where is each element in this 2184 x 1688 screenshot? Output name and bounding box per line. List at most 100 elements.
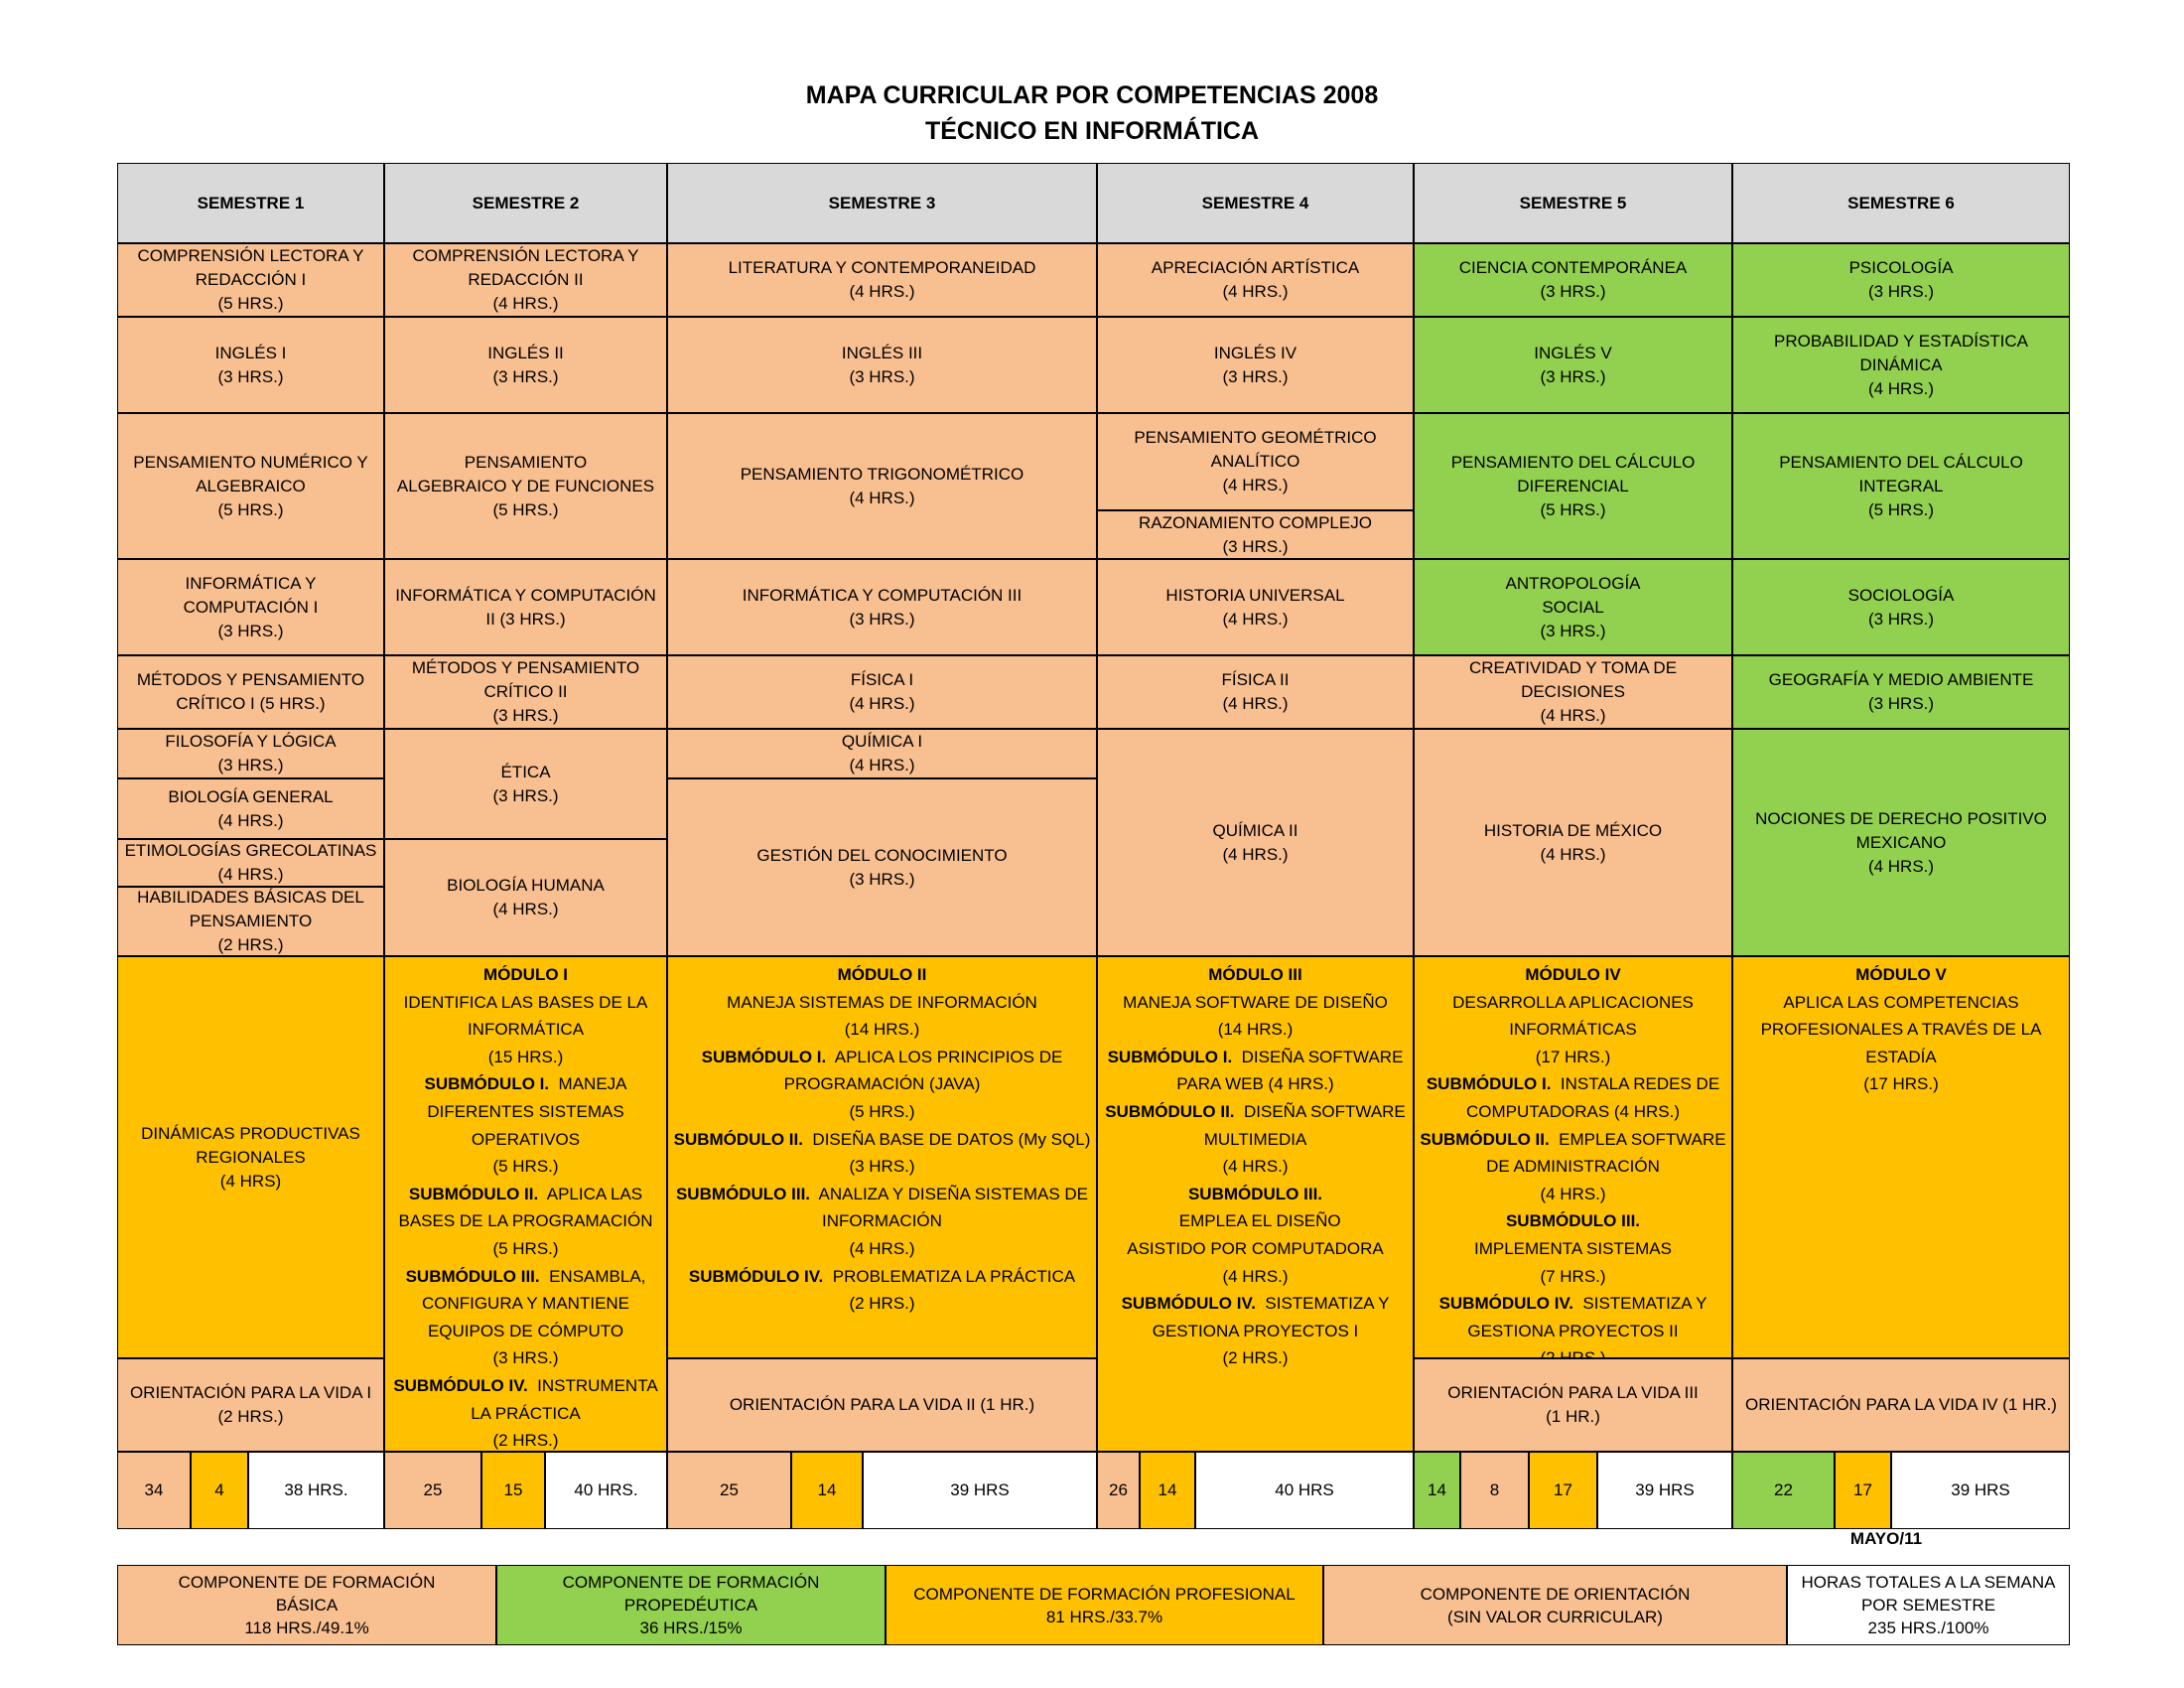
module-line-text: IMPLEMENTA SISTEMAS: [1473, 1238, 1672, 1258]
cell-line: (4 HRS.): [849, 488, 915, 507]
module-line-text: (17 HRS.): [1863, 1074, 1939, 1094]
cell-line: INFORMÁTICA Y: [185, 573, 317, 593]
module-line: IMPLEMENTA SISTEMAS: [1474, 1235, 1672, 1263]
module-line: MÓDULO III: [1208, 961, 1301, 989]
legend-totales: HORAS TOTALES A LA SEMANA POR SEMESTRE 235…: [1787, 1565, 2070, 1645]
cell-line: INFORMÁTICA Y COMPUTACIÓN III: [742, 585, 1023, 605]
module-line-text: (2 HRS.): [492, 1431, 559, 1451]
cell-line: (4 HRS.): [1540, 706, 1606, 725]
cell-line: COMPONENTE DE FORMACIÓN: [562, 1573, 820, 1592]
cell-line: COMPRENSIÓN LECTORA Y: [137, 246, 364, 265]
module-line-text: COMPUTADORAS (4 HRS.): [1465, 1101, 1681, 1121]
module-line: (3 HRS.): [849, 1153, 914, 1181]
total-cell: 26: [1097, 1452, 1140, 1529]
page-subtitle: TÉCNICO EN INFORMÁTICA: [924, 117, 1260, 145]
cell-line: (1 HR.): [1546, 1407, 1600, 1426]
module-3-cell: MÓDULO III MANEJA SOFTWARE DE DISEÑO (14 H…: [1097, 956, 1414, 1452]
module-line-bold: SUBMÓDULO I.: [424, 1074, 550, 1094]
semester-header-2: SEMESTRE 2: [384, 163, 667, 243]
cell-line: 118 HRS./49.1%: [244, 1618, 369, 1637]
module-line-text: (5 HRS.): [849, 1101, 915, 1121]
course-cell: FÍSICA I (4 HRS.): [667, 655, 1097, 729]
module-line: EQUIPOS DE CÓMPUTO: [428, 1318, 623, 1345]
cell-line: (4 HRS.): [1867, 378, 1935, 398]
course-cell: FÍSICA II (4 HRS.): [1097, 655, 1414, 729]
cell-line: DECISIONES: [1521, 682, 1625, 701]
module-line-bold: SUBMÓDULO IV.: [1121, 1294, 1256, 1314]
cell-line: (4 HRS.): [1222, 844, 1289, 864]
cell-line: RAZONAMIENTO COMPLEJO: [1139, 512, 1372, 532]
module-line: SUBMÓDULO IV. SISTEMATIZA Y: [1122, 1290, 1390, 1318]
module-line: SUBMÓDULO IV. SISTEMATIZA Y: [1439, 1290, 1707, 1318]
module-line-text: OPERATIVOS: [471, 1129, 581, 1149]
module-line-text: APLICA LOS PRINCIPIOS DE: [826, 1047, 1063, 1066]
module-line: SUBMÓDULO III. ENSAMBLA,: [406, 1263, 646, 1291]
module-line: SUBMÓDULO II. APLICA LAS: [409, 1181, 642, 1208]
module-line-text: ANALIZA Y DISEÑA SISTEMAS DE: [810, 1184, 1089, 1203]
cell-line: QUÍMICA I: [841, 732, 923, 751]
module-line-text: INFORMÁTICAS: [1509, 1020, 1637, 1040]
course-cell: GEOGRAFÍA Y MEDIO AMBIENTE (3 HRS.): [1732, 655, 2070, 729]
module-line-bold: SUBMÓDULO II.: [1105, 1101, 1235, 1121]
total-cell: 22: [1732, 1452, 1835, 1529]
module-line-bold: MÓDULO IV: [1525, 965, 1621, 984]
cell-line: (SIN VALOR CURRICULAR): [1447, 1607, 1663, 1626]
course-cell: COMPRENSIÓN LECTORA Y REDACCIÓN I (5 HRS.): [117, 243, 384, 317]
cell-line: INFORMÁTICA Y COMPUTACIÓN: [395, 585, 656, 605]
module-line: (5 HRS.): [492, 1153, 558, 1181]
course-cell: INFORMÁTICA Y COMPUTACIÓN II (3 HRS.): [384, 559, 667, 655]
cell-line: ORIENTACIÓN PARA LA VIDA IV (1 HR.): [1745, 1395, 2057, 1414]
cell-line: BÁSICA: [275, 1596, 339, 1615]
course-cell: INGLÉS II (3 HRS.): [384, 317, 667, 413]
module-line: MÓDULO II: [838, 961, 927, 989]
course-cell: INFORMÁTICA Y COMPUTACIÓN III (3 HRS.): [667, 559, 1097, 655]
module-line-bold: SUBMÓDULO II.: [673, 1129, 803, 1149]
cell-line: INGLÉS II: [487, 343, 564, 362]
module-line-bold: SUBMÓDULO I.: [1107, 1047, 1233, 1066]
course-cell: PENSAMIENTO TRIGONOMÉTRICO (4 HRS.): [667, 413, 1097, 559]
cell-line: DINÁMICAS PRODUCTIVAS: [141, 1123, 360, 1143]
cell-line: INGLÉS IV: [1213, 343, 1297, 362]
module-line-text: (5 HRS.): [492, 1157, 559, 1177]
module-line: (17 HRS.): [1863, 1070, 1939, 1098]
cell-line: APRECIACIÓN ARTÍSTICA: [1151, 258, 1360, 277]
cell-line: (4 HRS.): [1867, 856, 1935, 876]
module-line-text: INFORMÁTICA: [467, 1020, 585, 1040]
cell-line: MEXICANO: [1855, 832, 1947, 852]
course-cell: GESTIÓN DEL CONOCIMIENTO (3 HRS.): [667, 778, 1097, 956]
cell-line: GESTIÓN DEL CONOCIMIENTO: [756, 845, 1008, 865]
module-line-text: PARA WEB (4 HRS.): [1176, 1074, 1334, 1094]
course-cell: PENSAMIENTO ALGEBRAICO Y DE FUNCIONES (5 H…: [384, 413, 667, 559]
total-cell: 14: [1414, 1452, 1460, 1529]
course-cell: QUÍMICA I (4 HRS.): [667, 729, 1097, 778]
module-line-text: INFORMACIÓN: [822, 1211, 942, 1231]
semester-header-4: SEMESTRE 4: [1097, 163, 1414, 243]
cell-line: (3 HRS.): [1867, 282, 1935, 301]
module-line: (4 HRS.): [1222, 1153, 1288, 1181]
course-cell: HISTORIA UNIVERSAL (4 HRS.): [1097, 559, 1414, 655]
module-line: SUBMÓDULO I. INSTALA REDES DE: [1427, 1070, 1719, 1098]
module-line-text: MANEJA SOFTWARE DE DISEÑO: [1123, 992, 1388, 1012]
module-line-text: (2 HRS.): [1540, 1348, 1606, 1358]
module-line: INFORMÁTICAS: [1509, 1016, 1636, 1044]
semester-header-6: SEMESTRE 6: [1732, 163, 2070, 243]
cell-line: BIOLOGÍA GENERAL: [168, 786, 334, 806]
module-line-text: DISEÑA SOFTWARE: [1232, 1047, 1404, 1066]
module-line-text: CONFIGURA Y MANTIENE: [421, 1294, 630, 1314]
cell-line: HABILIDADES BÁSICAS DEL: [137, 888, 364, 907]
module-line: SUBMÓDULO IV. PROBLEMATIZA LA PRÁCTICA: [689, 1263, 1075, 1291]
module-line-text: LA PRÁCTICA: [471, 1403, 581, 1423]
module-5-cell: MÓDULO V APLICA LAS COMPETENCIAS PROFESION…: [1732, 956, 2070, 1358]
cell-line: (3 HRS.): [492, 706, 559, 725]
module-2-cell: MÓDULO II MANEJA SISTEMAS DE INFORMACIÓN (…: [667, 956, 1097, 1358]
course-cell: HISTORIA DE MÉXICO (4 HRS.): [1414, 729, 1732, 956]
module-line: (5 HRS.): [492, 1235, 558, 1263]
module-line-bold: SUBMÓDULO II.: [408, 1184, 539, 1203]
cell-line: GEOGRAFÍA Y MEDIO AMBIENTE: [1768, 670, 2034, 689]
module-4-cell: MÓDULO IV DESARROLLA APLICACIONES INFORMÁT…: [1414, 956, 1732, 1358]
course-cell: MÉTODOS Y PENSAMIENTO CRÍTICO II (3 HRS.): [384, 655, 667, 729]
cell-line: (3 HRS.): [1222, 366, 1289, 386]
module-line: GESTIONA PROYECTOS II: [1467, 1318, 1678, 1345]
course-cell: ANTROPOLOGÍA SOCIAL (3 HRS.): [1414, 559, 1732, 655]
module-line-text: DISEÑA SOFTWARE: [1234, 1101, 1406, 1121]
